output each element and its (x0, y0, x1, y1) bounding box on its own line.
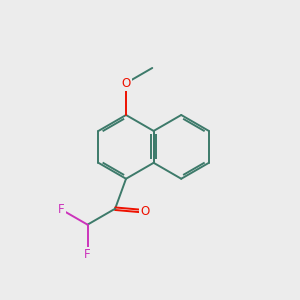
Text: F: F (84, 248, 91, 261)
Text: O: O (122, 76, 131, 90)
Text: O: O (141, 205, 150, 218)
Text: F: F (58, 203, 64, 216)
